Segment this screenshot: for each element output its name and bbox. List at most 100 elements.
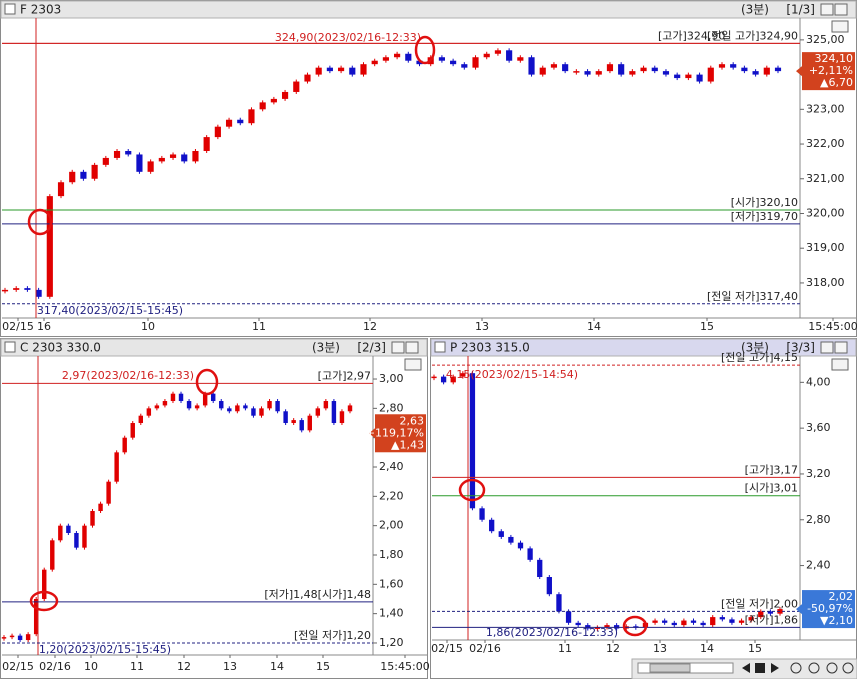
candle-body: [681, 620, 687, 626]
scale-button[interactable]: [404, 358, 422, 371]
candle-body: [219, 401, 224, 409]
panel-checkbox[interactable]: [4, 341, 16, 353]
candle-body: [13, 288, 20, 290]
candle-body: [162, 401, 168, 406]
y-tick-label: 3,20: [806, 467, 831, 480]
x-tick-label: 02/15: [431, 642, 463, 655]
x-tick-label: 11: [252, 320, 266, 333]
candle-body: [347, 405, 353, 412]
x-tick-label: 14: [270, 660, 284, 673]
close-button[interactable]: [405, 341, 419, 354]
price-box-change: ▼2,10: [820, 614, 853, 627]
candle-body: [690, 620, 697, 623]
candle-body: [685, 74, 692, 79]
x-tick-label: 14: [587, 320, 601, 333]
candle-body: [323, 401, 329, 409]
candle-body: [98, 503, 103, 511]
reference-label: [고가]2,97: [318, 369, 371, 382]
candle-body: [539, 67, 546, 75]
x-tick-label: 12: [363, 320, 377, 333]
candle-body: [186, 401, 192, 409]
candle-body: [349, 67, 356, 75]
candle-body: [315, 408, 321, 416]
candle-body: [210, 393, 216, 402]
candle-body: [338, 67, 345, 72]
restore-button[interactable]: [391, 341, 405, 354]
zoom-reset[interactable]: [826, 662, 838, 674]
x-tick-label: 12: [177, 660, 191, 673]
candle-body: [170, 393, 176, 402]
candle-body: [33, 598, 39, 635]
x-tick-label: 02/16: [39, 660, 71, 673]
candle-body: [494, 50, 502, 54]
candle-body: [315, 67, 322, 75]
candle-body: [483, 53, 490, 58]
y-tick-label: 323,00: [806, 102, 845, 115]
x-tick-label: 15: [700, 320, 714, 333]
y-tick-label: 2,00: [379, 519, 404, 532]
candle-body: [719, 617, 725, 620]
candle-body: [225, 119, 233, 127]
reference-label: [시가]320,10: [731, 196, 798, 209]
close-button[interactable]: [834, 3, 848, 16]
candle-body: [405, 53, 412, 61]
prev-button[interactable]: [742, 663, 750, 673]
candle-body: [154, 405, 160, 409]
close-button[interactable]: [834, 341, 848, 354]
x-tick-label: 02/15: [2, 660, 34, 673]
price-box-change: ▲6,70: [820, 76, 853, 89]
reference-label: [전일 저가]1,20: [294, 628, 371, 642]
y-tick-label: 4,00: [806, 375, 831, 388]
reference-label: [저가]319,70: [731, 210, 798, 223]
candle-body: [158, 157, 165, 162]
candle-body: [113, 150, 121, 158]
candle-body: [147, 161, 154, 172]
x-tick-label: 15:45:00: [380, 660, 429, 673]
candle-body: [122, 437, 127, 453]
candle-body: [469, 373, 476, 509]
candle-body: [460, 373, 466, 377]
candle-body: [584, 71, 591, 75]
candle-body: [752, 71, 759, 75]
candle-body: [130, 423, 135, 438]
scale-button[interactable]: [831, 20, 849, 33]
candle-body: [718, 64, 726, 68]
candle-body: [629, 71, 636, 75]
panel-checkbox[interactable]: [434, 341, 446, 353]
scale-button[interactable]: [831, 358, 849, 371]
zoom-in[interactable]: [790, 662, 802, 674]
candle-body: [360, 64, 367, 75]
candle-body: [331, 401, 337, 424]
annotation: 1,20(2023/02/15-15:45): [39, 643, 171, 656]
x-tick-label: 13: [223, 660, 237, 673]
stop-button[interactable]: [755, 663, 765, 673]
candle-body: [178, 393, 184, 402]
reference-label: [저가]1,48[시가]1,48: [264, 588, 371, 601]
candle-body: [651, 67, 658, 72]
zoom-out[interactable]: [808, 662, 820, 674]
panel-checkbox[interactable]: [4, 3, 16, 15]
candle-body: [181, 154, 188, 162]
price-box: [802, 52, 855, 91]
price-box: [802, 590, 855, 629]
candle-body: [102, 157, 109, 165]
next-button[interactable]: [771, 663, 779, 673]
annotation: 2,97(2023/02/16-12:33): [62, 369, 194, 382]
candle-body: [339, 411, 345, 424]
candle-body: [606, 64, 614, 72]
y-tick-label: 1,40: [379, 607, 404, 620]
zoom-fit[interactable]: [842, 662, 854, 674]
candle-body: [763, 67, 770, 75]
candle-body: [259, 408, 264, 416]
panel-page: [2/3]: [357, 341, 386, 355]
candle-body: [80, 171, 87, 179]
candle-body: [450, 376, 456, 383]
candle-body: [517, 542, 524, 549]
restore-button[interactable]: [820, 341, 834, 354]
candle-body: [489, 519, 495, 532]
reference-label: [저가]1,86: [745, 613, 798, 626]
candle-body: [50, 540, 55, 570]
restore-button[interactable]: [820, 3, 834, 16]
candle-body: [528, 57, 535, 75]
